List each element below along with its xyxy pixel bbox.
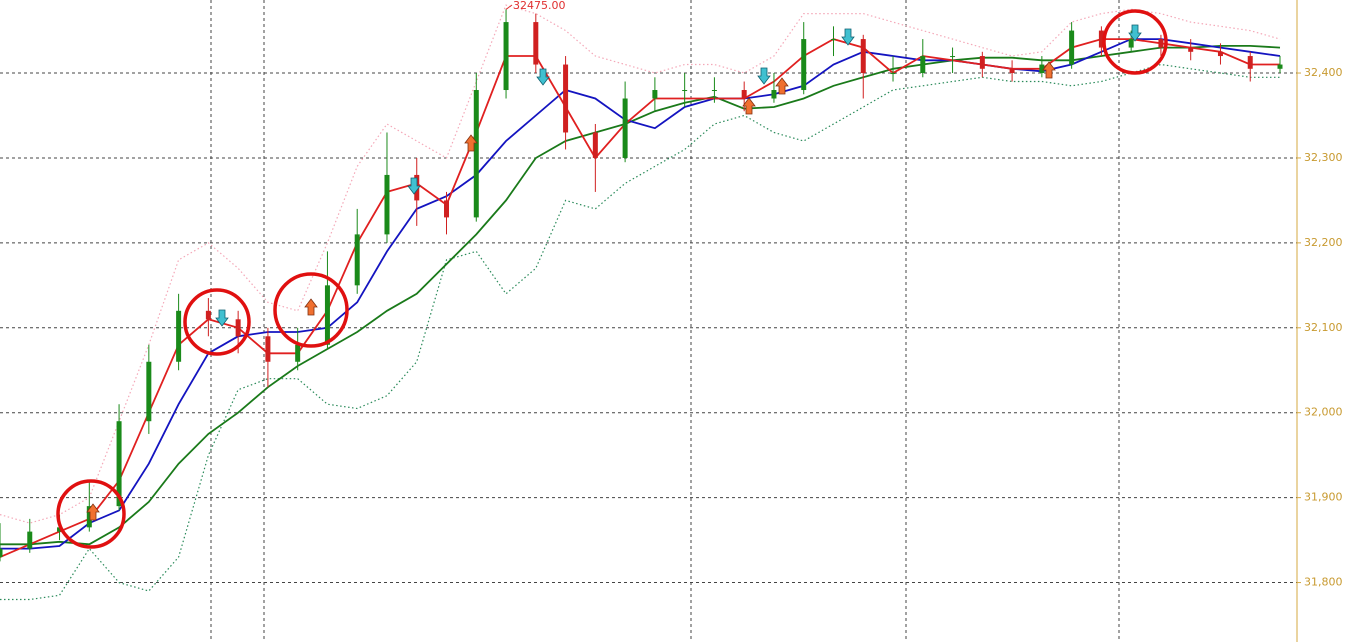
highlight-circle bbox=[273, 272, 349, 348]
candle-body bbox=[176, 310, 182, 362]
candle-body bbox=[592, 132, 598, 158]
y-tick-label: 32,300 bbox=[1304, 151, 1343, 164]
candle-body bbox=[771, 90, 777, 99]
indicator-line bbox=[0, 45, 1281, 546]
candle-body bbox=[205, 310, 211, 320]
candle-body bbox=[295, 344, 301, 362]
candle-body bbox=[116, 421, 122, 507]
candle-body bbox=[1039, 64, 1045, 74]
signals bbox=[56, 9, 1168, 549]
candle-body bbox=[1188, 47, 1194, 52]
candle-body bbox=[354, 234, 360, 286]
indicator-line bbox=[0, 38, 1280, 558]
y-tick-label: 32,200 bbox=[1304, 236, 1343, 249]
candle-body bbox=[920, 56, 926, 74]
candle-body bbox=[1128, 39, 1134, 48]
buy-arrow bbox=[304, 298, 318, 316]
highlight-circle bbox=[1102, 9, 1168, 75]
candle-body bbox=[533, 22, 539, 65]
candle-body bbox=[741, 90, 747, 99]
sell-arrow bbox=[407, 177, 421, 195]
sell-arrow bbox=[1128, 24, 1142, 42]
sell-arrow bbox=[536, 68, 550, 86]
candle-body bbox=[622, 98, 628, 158]
candle-body bbox=[682, 90, 688, 92]
candle-body bbox=[830, 39, 836, 41]
candle-body bbox=[711, 90, 717, 92]
candle-body bbox=[235, 319, 241, 337]
buy-arrow bbox=[86, 503, 100, 521]
buy-arrow bbox=[775, 77, 789, 95]
indicator-line bbox=[0, 63, 1280, 601]
indicator-line bbox=[0, 38, 1281, 550]
indicator-lines bbox=[0, 4, 1281, 601]
candle-body bbox=[1098, 30, 1104, 48]
highlight-circle bbox=[56, 479, 126, 549]
candle-body bbox=[801, 39, 807, 91]
y-axis: 31,800 31,900 32,000 32,100 32,200 32,300 32,4… bbox=[1297, 66, 1343, 589]
candle-body bbox=[384, 174, 390, 235]
highlight-circle bbox=[183, 288, 251, 356]
candle-body bbox=[1217, 51, 1223, 57]
sell-arrow bbox=[215, 309, 229, 327]
y-tick-label: 32,000 bbox=[1304, 406, 1343, 419]
candle-body bbox=[444, 200, 450, 218]
candle-body bbox=[1009, 68, 1015, 74]
buy-arrow bbox=[1042, 61, 1056, 79]
candle-body bbox=[950, 56, 956, 58]
buy-arrow bbox=[464, 134, 478, 152]
candle-body bbox=[473, 90, 479, 218]
y-tick-label: 31,800 bbox=[1304, 576, 1343, 589]
candle-body bbox=[265, 336, 271, 362]
buy-arrow bbox=[742, 97, 756, 115]
candle-body bbox=[324, 285, 330, 345]
annotation-leader bbox=[505, 4, 513, 10]
annotation: 32475.00 bbox=[513, 0, 566, 12]
sell-arrow bbox=[841, 28, 855, 46]
y-tick-label: 32,400 bbox=[1304, 66, 1343, 79]
candle-body bbox=[979, 56, 985, 69]
candle-body bbox=[1277, 64, 1283, 69]
y-tick-label: 32,100 bbox=[1304, 321, 1343, 334]
candle-body bbox=[860, 39, 866, 74]
candle-body bbox=[57, 527, 63, 532]
candle-body bbox=[86, 506, 92, 528]
candle-body bbox=[0, 548, 3, 558]
candle-body bbox=[890, 73, 896, 75]
sell-arrow bbox=[757, 67, 771, 85]
candle-body bbox=[146, 361, 152, 422]
candle-body bbox=[652, 90, 658, 99]
candle-body bbox=[503, 22, 509, 91]
candle-body bbox=[563, 64, 569, 133]
candle-body bbox=[27, 531, 33, 549]
grid bbox=[210, 0, 1120, 642]
h-grid bbox=[0, 72, 1297, 584]
candle-body bbox=[1069, 30, 1075, 65]
candle-body bbox=[1247, 56, 1253, 69]
candle-body bbox=[1158, 39, 1164, 48]
y-tick-label: 31,900 bbox=[1304, 491, 1343, 504]
